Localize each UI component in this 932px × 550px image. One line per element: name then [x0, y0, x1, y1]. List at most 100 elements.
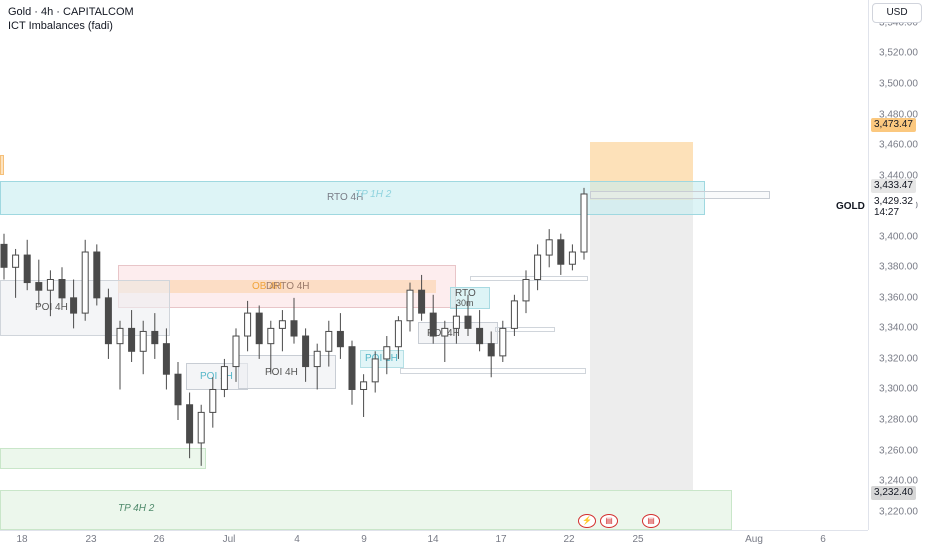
tp-zone-low: [0, 448, 206, 469]
candle-body: [499, 327, 507, 357]
time-tick: 14: [427, 534, 439, 545]
tp-1h-2-label: TP 1H 2: [355, 189, 392, 200]
candle-body: [35, 282, 43, 291]
candle-body: [441, 327, 449, 337]
poi-1h-label-b: POI 1H: [365, 353, 398, 364]
rto-30m-zone: [450, 287, 490, 309]
price-tick: 3,300.00: [879, 383, 918, 395]
entry-price-tag: 3,433.47: [871, 178, 916, 193]
candle-body: [522, 279, 530, 302]
candle-body: [174, 373, 182, 406]
poi-line-c: [495, 327, 555, 332]
candle-body: [255, 312, 263, 345]
rto-30m-label: RTO: [455, 288, 476, 299]
candle-body: [325, 330, 333, 352]
event-icon-2[interactable]: ▤: [600, 514, 618, 528]
price-tick: 3,500.00: [879, 78, 918, 90]
candle-body: [209, 388, 217, 413]
price-tick: 3,280.00: [879, 414, 918, 426]
price-tick: 3,260.00: [879, 445, 918, 457]
stop-price-tag: 3,232.40: [871, 485, 916, 500]
stop-zone: [590, 200, 693, 490]
candle-body: [162, 343, 170, 375]
candle-body: [580, 193, 588, 253]
currency-selector[interactable]: USD: [872, 3, 922, 23]
time-tick: 18: [16, 534, 28, 545]
symbol-title[interactable]: Gold · 4h · CAPITALCOM: [8, 6, 134, 18]
candle-body: [348, 346, 356, 390]
candle-body: [81, 251, 89, 314]
time-tick: 22: [563, 534, 575, 545]
candle-body: [267, 327, 275, 345]
time-axis[interactable]: 18 23 26 Jul 4 9 14 17 22 25 Aug 6: [0, 530, 868, 550]
candle-body: [278, 320, 286, 329]
candle-body: [104, 297, 112, 345]
candle-body: [545, 239, 553, 256]
poi-4h-label-a: POI 4H: [35, 302, 68, 313]
candle-body: [383, 346, 391, 360]
price-tick: 3,400.00: [879, 231, 918, 243]
candle-body: [568, 251, 576, 265]
candle-body: [197, 411, 205, 444]
current-price-tag: 3,429.32: [871, 194, 916, 209]
rto-30m-sublabel: 30m: [456, 298, 474, 308]
time-tick: Jul: [222, 534, 236, 545]
event-icon-3[interactable]: ▤: [642, 514, 660, 528]
time-tick: 6: [820, 534, 826, 545]
ob-4h-zone: [118, 280, 436, 293]
time-tick: 25: [632, 534, 644, 545]
price-tick: 3,380.00: [879, 261, 918, 273]
candle-body: [371, 358, 379, 383]
candle-body: [23, 254, 31, 284]
ob-zone-left: [0, 155, 4, 175]
candle-body: [220, 366, 228, 390]
poi-1h-zone-a: [186, 363, 248, 390]
symbol-tag: GOLD: [836, 201, 865, 212]
price-tick: 3,220.00: [879, 506, 918, 518]
candle-body: [128, 327, 136, 352]
price-axis[interactable]: 3,540.003,520.003,500.003,480.003,460.00…: [868, 0, 932, 530]
event-icon-1[interactable]: ⚡: [578, 514, 596, 528]
candle-body: [151, 330, 159, 345]
candle-body: [46, 279, 54, 291]
time-tick: 17: [495, 534, 507, 545]
candle-body: [244, 312, 252, 337]
poi-4h-label-b: POI 4H: [265, 367, 298, 378]
rto-4h-line: [590, 191, 770, 199]
price-tick: 3,340.00: [879, 322, 918, 334]
poi-line-b: [400, 368, 586, 374]
indicator-name[interactable]: ICT Imbalances (fadi): [8, 20, 113, 32]
tp-4h-2-label: TP 4H 2: [118, 503, 155, 514]
candle-body: [313, 350, 321, 368]
poi-1h-zone-b: [360, 350, 404, 368]
time-tick: 23: [85, 534, 97, 545]
candle-body: [93, 251, 101, 299]
candle-body: [429, 312, 437, 337]
candle-body: [139, 330, 147, 352]
bar-countdown: 14:27: [874, 206, 900, 218]
candle-body: [394, 320, 402, 348]
time-tick: 9: [361, 534, 367, 545]
price-tick: 3,480.00: [879, 109, 918, 121]
candle-body: [0, 243, 8, 268]
candlestick-series: [0, 187, 588, 466]
candle-body: [186, 404, 194, 444]
time-tick: Aug: [745, 534, 763, 545]
ob-4h-label: OB 4H: [252, 281, 283, 292]
chart-plot-area[interactable]: RTO 4H TP 1H 2 OB 4H DRTO 4H RTO 30m POI…: [0, 0, 868, 530]
candle-body: [290, 320, 298, 337]
target-price-tag: 3,473.47: [871, 117, 916, 132]
price-tick: 3,440.00: [879, 170, 918, 182]
candle-body: [418, 289, 426, 314]
candle-body: [360, 381, 368, 390]
candle-body: [58, 279, 66, 299]
candle-body: [464, 315, 472, 329]
time-tick: 26: [153, 534, 165, 545]
candle-body: [302, 335, 310, 368]
poi-1h-label-a: POI 1H: [200, 371, 233, 382]
chart-header: Gold · 4h · CAPITALCOM ICT Imbalances (f…: [8, 5, 134, 33]
candle-body: [406, 289, 414, 322]
candle-body: [476, 327, 484, 345]
candle-body: [487, 343, 495, 357]
candle-body: [12, 254, 20, 268]
